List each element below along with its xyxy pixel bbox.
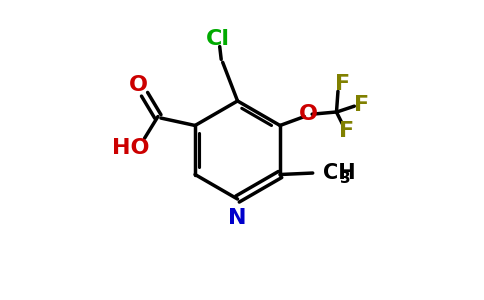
Text: N: N <box>228 208 247 228</box>
Text: 3: 3 <box>340 171 351 186</box>
Text: CH: CH <box>323 163 356 183</box>
Text: HO: HO <box>112 138 150 158</box>
Text: F: F <box>339 122 354 141</box>
Text: O: O <box>299 103 318 124</box>
Text: Cl: Cl <box>206 28 230 49</box>
Text: F: F <box>354 95 369 115</box>
Text: F: F <box>335 74 350 94</box>
Text: O: O <box>129 75 148 95</box>
